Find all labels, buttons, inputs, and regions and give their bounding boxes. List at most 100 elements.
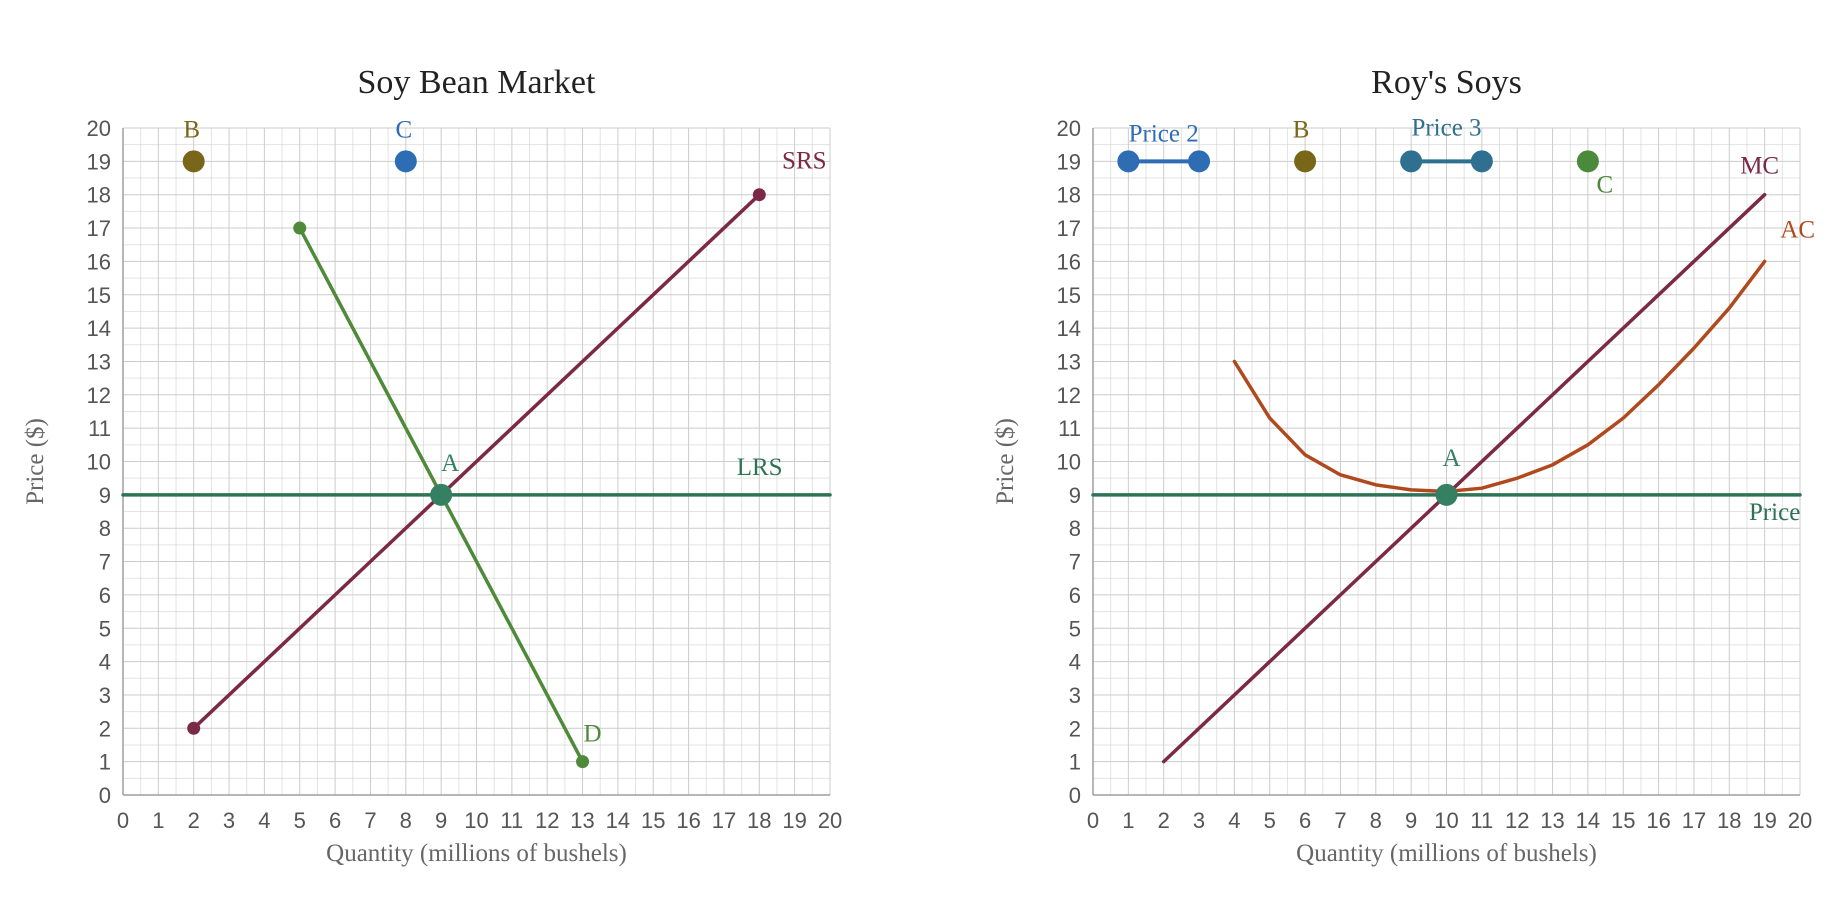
x-axis-label: Quantity (millions of bushels) (326, 840, 627, 867)
x-tick-label: 13 (570, 808, 594, 833)
x-tick-label: 13 (1540, 808, 1564, 833)
y-tick-label: 4 (99, 650, 111, 675)
x-tick-label: 17 (712, 808, 736, 833)
x-tick-label: 15 (1611, 808, 1635, 833)
x-tick-label: 2 (188, 808, 200, 833)
y-tick-label: 11 (88, 416, 111, 441)
y-tick-label: 5 (99, 616, 111, 641)
label-lrs: LRS (737, 454, 783, 481)
x-tick-label: 19 (782, 808, 806, 833)
point-b[interactable] (1294, 150, 1317, 173)
series-endpoint-d[interactable] (293, 221, 307, 235)
range-handle-price-2[interactable] (1188, 150, 1211, 173)
x-tick-label: 12 (1505, 808, 1529, 833)
chart-title: Soy Bean Market (358, 64, 597, 101)
x-tick-label: 10 (464, 808, 488, 833)
y-tick-label: 19 (1057, 149, 1081, 174)
x-tick-label: 11 (500, 808, 523, 833)
x-tick-label: 5 (294, 808, 306, 833)
range-handle-price-3[interactable] (1400, 150, 1423, 173)
y-axis-label: Price ($) (22, 418, 49, 505)
y-tick-label: 0 (99, 783, 111, 808)
x-tick-label: 6 (1299, 808, 1311, 833)
point-a[interactable] (1435, 483, 1458, 506)
y-tick-label: 6 (1069, 583, 1081, 608)
x-tick-label: 7 (364, 808, 376, 833)
x-tick-label: 18 (747, 808, 771, 833)
x-tick-label: 8 (1370, 808, 1382, 833)
point-c[interactable] (1576, 150, 1599, 173)
series-line-srs[interactable] (191, 192, 762, 731)
y-tick-label: 3 (99, 683, 111, 708)
label-a: A (441, 450, 459, 477)
grid (122, 127, 831, 796)
y-tick-label: 9 (99, 483, 111, 508)
chart-roys-soys: 0 1 2 3 4 5 6 7 8 9 10 11 12 13 14 15 16 17 18 19 2001234567… (992, 64, 1815, 867)
series-line-mc[interactable] (1161, 192, 1767, 764)
x-tick-label: 12 (535, 808, 559, 833)
chart-soy-bean-market: 0 1 2 3 4 5 6 7 8 9 10 11 12 13 14 15 16 17 18 19 2001234567… (22, 64, 842, 867)
x-tick-label: 18 (1717, 808, 1741, 833)
range-handle-price-2[interactable] (1117, 150, 1140, 173)
label-srs: SRS (782, 148, 826, 175)
y-tick-label: 2 (1069, 716, 1081, 741)
point-c[interactable] (394, 150, 417, 173)
y-tick-label: 7 (1069, 550, 1081, 575)
x-tick-label: 2 (1158, 808, 1170, 833)
y-tick-label: 15 (87, 283, 111, 308)
range-handle-price-3[interactable] (1470, 150, 1493, 173)
y-tick-label: 7 (99, 550, 111, 575)
y-tick-label: 8 (1069, 516, 1081, 541)
y-tick-label: 2 (99, 716, 111, 741)
x-tick-label: 17 (1682, 808, 1706, 833)
y-tick-label: 19 (87, 149, 111, 174)
x-tick-label: 3 (223, 808, 235, 833)
series-endpoint-d[interactable] (576, 755, 590, 769)
x-tick-label: 9 (435, 808, 447, 833)
y-tick-label: 12 (87, 383, 111, 408)
label-c: C (1597, 171, 1614, 198)
series-endpoint-srs[interactable] (187, 721, 201, 735)
y-tick-label: 0 (1069, 783, 1081, 808)
x-tick-label: 1 (152, 808, 164, 833)
series-line-ac[interactable] (1232, 259, 1767, 494)
label-ac: AC (1780, 216, 1815, 243)
y-tick-label: 13 (1057, 349, 1081, 374)
y-tick-label: 15 (1057, 283, 1081, 308)
y-tick-label: 11 (1058, 416, 1081, 441)
series-endpoint-srs[interactable] (752, 188, 766, 202)
x-tick-label: 0 (1087, 808, 1099, 833)
x-tick-label: 6 (329, 808, 341, 833)
y-tick-label: 20 (1057, 116, 1081, 141)
y-tick-label: 13 (87, 349, 111, 374)
y-tick-label: 8 (99, 516, 111, 541)
x-tick-label: 19 (1752, 808, 1776, 833)
x-tick-label: 15 (641, 808, 665, 833)
x-tick-label: 20 (1788, 808, 1812, 833)
x-tick-label: 1 (1122, 808, 1134, 833)
label-mc: MC (1740, 153, 1779, 180)
y-tick-label: 12 (1057, 383, 1081, 408)
x-tick-label: 10 (1434, 808, 1458, 833)
y-tick-label: 4 (1069, 650, 1081, 675)
label-b: B (1293, 116, 1310, 143)
x-tick-label: 0 (117, 808, 129, 833)
x-tick-label: 8 (400, 808, 412, 833)
x-tick-label: 3 (1193, 808, 1205, 833)
y-tick-label: 1 (1069, 750, 1081, 775)
x-tick-label: 4 (258, 808, 270, 833)
x-tick-label: 14 (606, 808, 630, 833)
point-a[interactable] (430, 483, 453, 506)
label-d: D (584, 721, 602, 748)
y-tick-label: 1 (99, 750, 111, 775)
point-b[interactable] (182, 150, 205, 173)
y-tick-label: 9 (1069, 483, 1081, 508)
x-tick-label: 7 (1334, 808, 1346, 833)
y-tick-label: 10 (1057, 450, 1081, 475)
x-tick-label: 20 (818, 808, 842, 833)
label-b: B (183, 116, 200, 143)
y-tick-label: 14 (87, 316, 111, 341)
grid (1092, 127, 1801, 796)
y-tick-label: 17 (87, 216, 111, 241)
y-tick-label: 16 (87, 249, 111, 274)
